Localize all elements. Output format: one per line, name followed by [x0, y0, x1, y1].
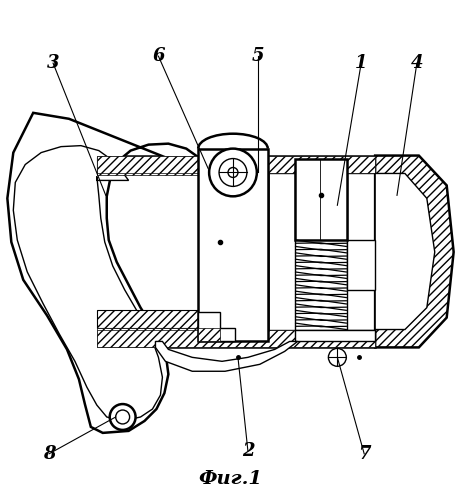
Polygon shape: [295, 330, 375, 342]
Circle shape: [110, 404, 136, 430]
Polygon shape: [375, 174, 435, 330]
Polygon shape: [97, 156, 218, 176]
Text: 4: 4: [411, 54, 423, 72]
Polygon shape: [375, 156, 454, 348]
Circle shape: [209, 148, 257, 196]
Text: 2: 2: [242, 442, 254, 460]
Text: 7: 7: [358, 445, 371, 463]
Circle shape: [328, 348, 346, 366]
Text: Фиг.1: Фиг.1: [198, 470, 262, 488]
Polygon shape: [347, 240, 375, 290]
Polygon shape: [295, 158, 347, 240]
Polygon shape: [97, 156, 375, 174]
Polygon shape: [13, 146, 162, 421]
Polygon shape: [155, 342, 298, 372]
Text: 5: 5: [252, 47, 264, 65]
Polygon shape: [97, 330, 375, 347]
Text: 3: 3: [47, 54, 59, 72]
Polygon shape: [198, 328, 220, 342]
Text: 1: 1: [355, 54, 367, 72]
Circle shape: [228, 168, 238, 177]
Text: 8: 8: [43, 445, 55, 463]
Polygon shape: [97, 328, 218, 347]
Polygon shape: [7, 113, 218, 433]
Bar: [97, 156, 218, 174]
Text: 6: 6: [152, 47, 165, 65]
Polygon shape: [198, 148, 268, 342]
Bar: [97, 310, 218, 328]
Circle shape: [116, 410, 130, 424]
Circle shape: [219, 158, 247, 186]
Polygon shape: [198, 312, 235, 342]
